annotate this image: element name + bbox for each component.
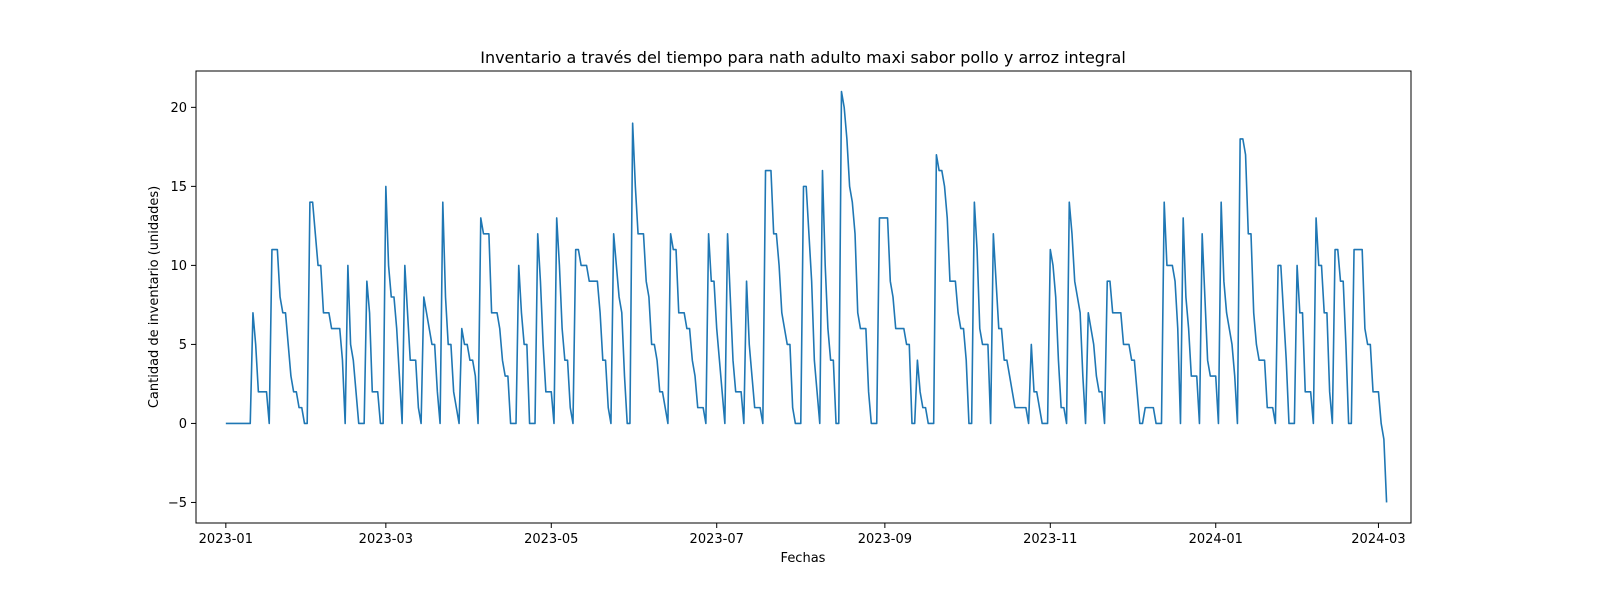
- x-axis: 2023-01 2023-03 2023-05 2023-07 2023-09 2023-…: [199, 523, 1406, 547]
- y-tick-label: 5: [179, 338, 187, 353]
- y-tick-label: 20: [170, 101, 187, 116]
- x-tick-label: 2023-07: [690, 532, 744, 547]
- y-tick-label: 15: [170, 180, 187, 195]
- x-tick-label: 2024-01: [1189, 532, 1243, 547]
- x-tick-label: 2024-03: [1351, 532, 1405, 547]
- plot-area: [195, 70, 1412, 524]
- x-tick-label: 2023-03: [359, 532, 413, 547]
- x-tick-label: 2023-05: [524, 532, 578, 547]
- x-axis-label: Fechas: [781, 551, 826, 566]
- x-tick-label: 2023-01: [199, 532, 253, 547]
- y-tick-label: 10: [170, 259, 187, 274]
- chart-title: Inventario a través del tiempo para nath…: [480, 48, 1126, 67]
- x-tick-label: 2023-11: [1023, 532, 1077, 547]
- series-line-0: [225, 90, 1388, 503]
- y-tick-label: −5: [168, 496, 187, 511]
- y-axis: −5 0 5 10 15 20: [168, 101, 196, 511]
- y-tick-label: 0: [179, 417, 187, 432]
- y-axis-label: Cantidad de inventario (unidades): [147, 186, 162, 408]
- axes-frame: [195, 70, 1412, 524]
- x-tick-label: 2023-09: [858, 532, 912, 547]
